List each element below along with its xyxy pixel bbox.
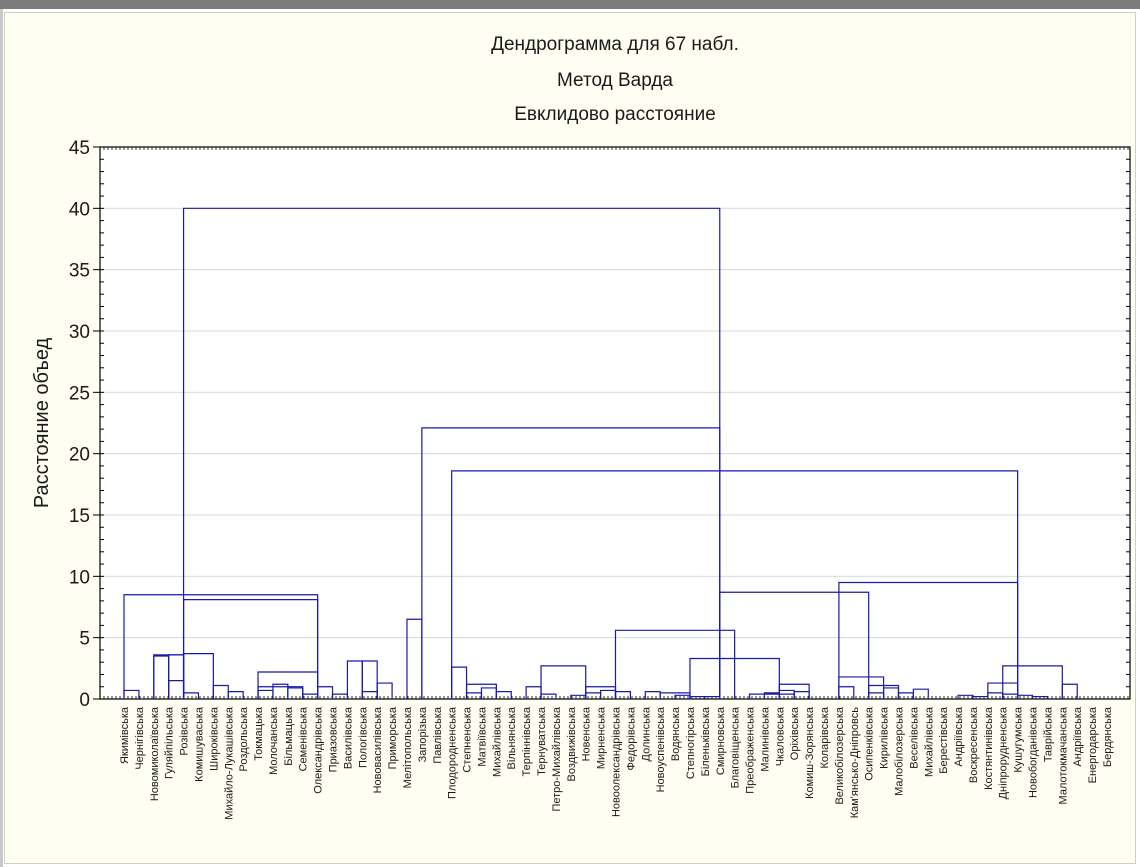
leaf-label: Гуляйпільська: [164, 706, 176, 779]
leaf-label: Тернуватська: [536, 706, 548, 776]
leaf-label: Василівська: [342, 706, 354, 769]
dendrogram-link: [912, 688, 929, 699]
leaf-label: Роздольська: [238, 706, 250, 771]
leaf-label: Плодородненська: [447, 706, 459, 799]
leaf-label: Комиш-Зорянська: [804, 706, 816, 799]
leaf-label: Приморська: [387, 706, 399, 769]
leaf-label: Терпіннівська: [521, 706, 533, 776]
leaf-label: Новоуспенівська: [655, 706, 667, 792]
leaf-label: Смирновська: [715, 706, 727, 775]
leaf-label: Енергодарська: [1087, 706, 1099, 783]
leaf-label: Новенська: [581, 706, 593, 761]
leaf-label: Оріхівська: [789, 706, 801, 760]
leaf-label: Михайлівська: [923, 706, 935, 777]
y-tick-label: 15: [69, 506, 90, 527]
leaf-label: Пологівська: [357, 706, 369, 768]
leaf-label: Костянтинівська: [983, 706, 995, 790]
y-tick-label: 25: [69, 383, 90, 404]
dendrogram-link: [540, 665, 587, 699]
leaf-label: Федорівська: [625, 706, 637, 770]
y-tick-label: 0: [79, 690, 90, 711]
leaf-label: Розівська: [179, 706, 191, 755]
leaf-label: Кам'янсько-Дніпровсь: [849, 707, 861, 819]
leaf-label: Воскресенська: [968, 706, 980, 783]
leaf-label: Запорізька: [417, 706, 429, 762]
leaf-label: Чкаловська: [774, 706, 786, 766]
dendrogram-link: [748, 693, 795, 699]
leaf-label: Степногірська: [685, 706, 697, 779]
leaf-label: Благовіщенська: [730, 706, 742, 788]
leaf-label: Чернігівська: [134, 706, 146, 770]
chart-title: Дендрограмма для 67 набл.: [491, 34, 739, 55]
dendrogram-link: [346, 660, 363, 699]
leaf-label: Матвіївська: [476, 706, 488, 767]
window-top-bar: [0, 0, 1140, 9]
leaf-label: Малинівська: [759, 706, 771, 771]
leaf-label: Мелітопольська: [402, 706, 414, 788]
dendrogram-link: [644, 691, 661, 699]
y-tick-label: 40: [69, 199, 90, 220]
leaf-label: Степненська: [462, 706, 474, 772]
leaf-label: Берестівська: [938, 706, 950, 774]
dendrogram-link: [123, 594, 319, 699]
leaf-label: Осипенківська: [864, 706, 876, 781]
leaf-label: Комишуваська: [193, 706, 205, 782]
leaf-label: Андріївська: [953, 706, 965, 766]
leaf-label: Новобогданівська: [1028, 706, 1040, 798]
leaf-label: Приазовська: [328, 706, 340, 772]
leaf-label: Малобілозерська: [893, 706, 905, 796]
y-tick-label: 30: [69, 322, 90, 343]
leaf-label: Олександрівська: [313, 706, 325, 794]
dendrogram-link: [1002, 665, 1063, 699]
leaf-label: Мирненська: [596, 706, 608, 769]
leaf-label: Великобілозерська: [834, 706, 846, 804]
leaf-label: Кирилівська: [879, 706, 891, 769]
dendrogram-link: [1031, 695, 1049, 699]
y-tick-label: 20: [69, 445, 90, 466]
leaf-label: Семенівська: [298, 706, 310, 771]
plot-area: [100, 147, 1130, 699]
leaf-label: Петро-Михайлівська: [551, 706, 563, 811]
leaf-label: Новоолександрівська: [611, 706, 623, 817]
y-tick-label: 45: [69, 138, 90, 159]
chart-subtitle-distance: Евклидово расстояние: [514, 104, 716, 125]
dendrogram-link: [451, 470, 1019, 699]
leaf-label: Якимівська: [119, 706, 131, 764]
y-tick-label: 35: [69, 261, 90, 282]
leaf-label: Михайло-Лукашівська: [223, 706, 235, 820]
leaf-label: Новомиколаївська: [149, 706, 161, 801]
y-tick-label: 5: [79, 629, 90, 650]
y-tick-label: 10: [69, 567, 90, 588]
leaf-label: Долинська: [640, 706, 652, 761]
leaf-label: Дніпрорудненська: [998, 706, 1010, 799]
leaf-label: Вільнянська: [506, 706, 518, 769]
dendrogram-link: [614, 629, 736, 699]
leaf-label: Кушугумська: [1013, 706, 1025, 772]
leaf-label: Малотокмачанська: [1057, 706, 1069, 804]
leaf-label: Нововасилівська: [372, 706, 384, 793]
leaf-label: Широківська: [208, 706, 220, 771]
leaf-label: Таврійська: [1042, 706, 1054, 762]
leaf-label: Бердянська: [1102, 706, 1114, 767]
leaf-label: Павлівська: [432, 706, 444, 763]
leaf-label: Більмацька: [283, 706, 295, 766]
leaf-label: Коларівська: [819, 706, 831, 768]
leaf-label: Біленьківська: [700, 706, 712, 776]
leaf-label: Воздвижівська: [566, 706, 578, 781]
y-axis-label: Расстояние объед: [31, 337, 53, 508]
chart-subtitle-method: Метод Варда: [556, 70, 673, 91]
leaf-label: Молочанська: [268, 706, 280, 775]
window-left-edge: [0, 9, 3, 867]
leaf-label: Веселівська: [908, 706, 920, 769]
leaf-label: Водянська: [670, 706, 682, 761]
leaf-label: Преображенська: [745, 706, 757, 794]
leaf-label: Михайлівська: [491, 706, 503, 777]
leaf-label: Токмацька: [253, 706, 265, 761]
dendrogram-link: [182, 207, 721, 699]
leaf-label: Андріївська: [1072, 706, 1084, 766]
